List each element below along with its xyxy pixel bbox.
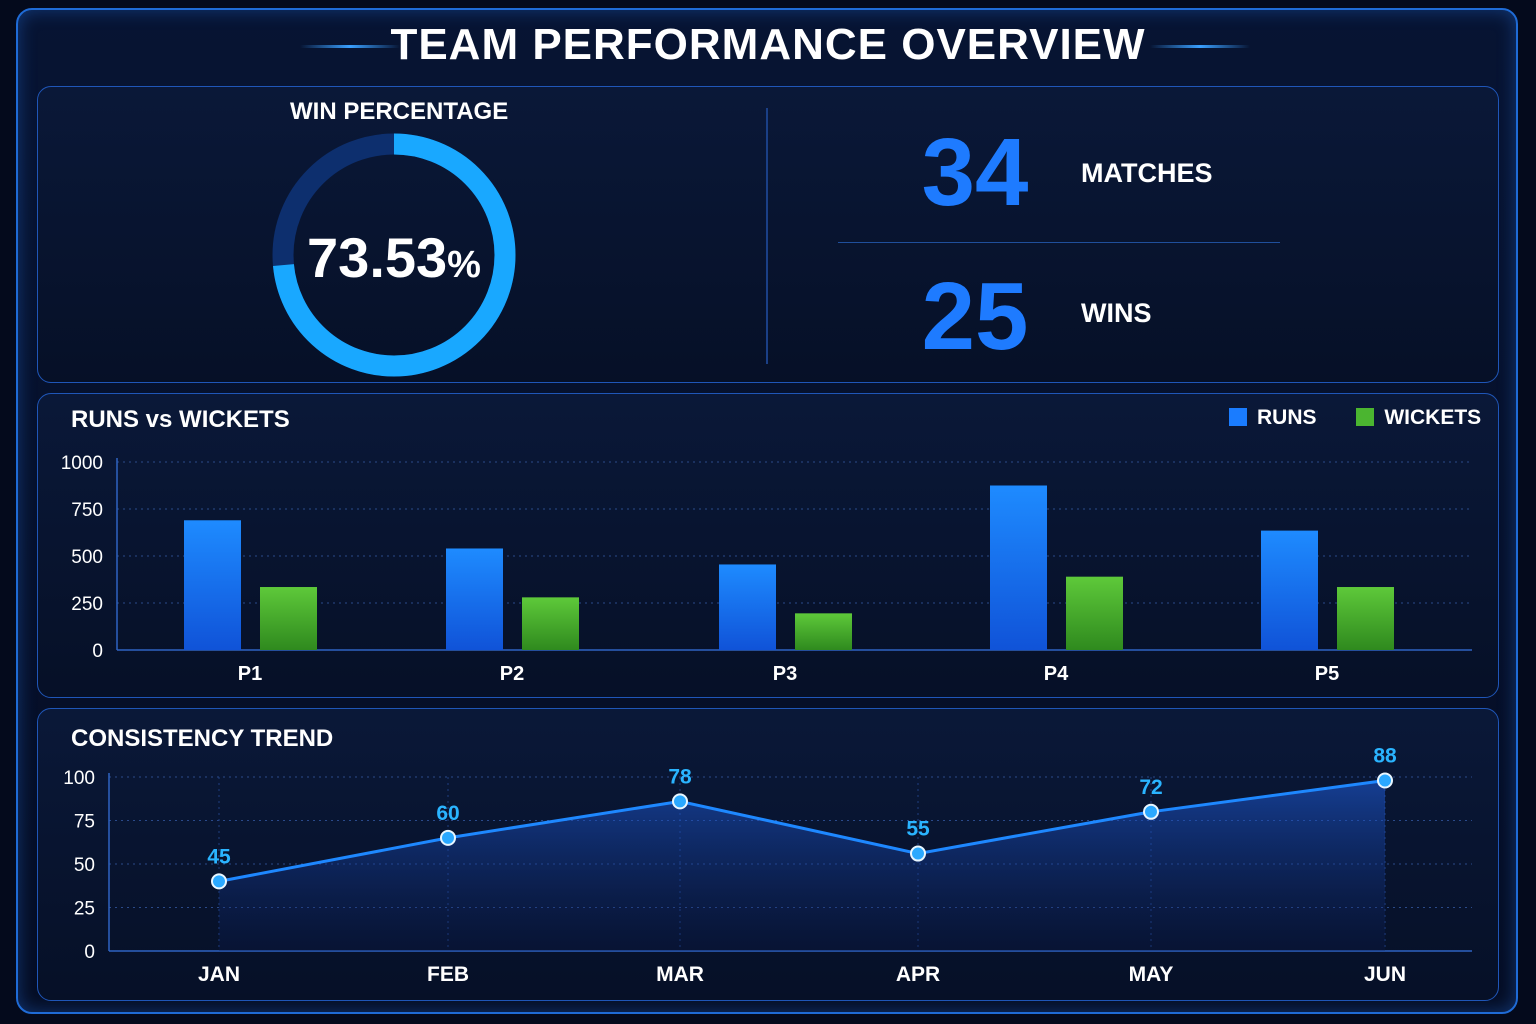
line-data-label: 55 [906, 818, 930, 841]
line-point-feb [440, 829, 456, 846]
line-data-label: 72 [1139, 776, 1162, 799]
win-percentage-title: WIN PERCENTAGE [290, 98, 509, 125]
summary-divider-horizontal [838, 242, 1280, 243]
bar-x-tick-label: P5 [1315, 663, 1339, 685]
line-y-tick-label: 0 [84, 942, 95, 963]
legend-swatch-runs [1229, 408, 1247, 426]
wins-label: WINS [1081, 298, 1152, 328]
line-data-label: 60 [436, 802, 459, 825]
line-x-tick-label: APR [896, 963, 940, 986]
matches-value: 34 [921, 119, 1029, 226]
title-decoration-left [300, 45, 400, 48]
summary-divider-vertical [766, 108, 768, 364]
win-percentage-number: 73.53 [307, 226, 448, 289]
title-decoration-right [1150, 45, 1250, 48]
legend-item-wickets: WICKETS [1356, 406, 1481, 430]
line-x-tick-label: MAR [656, 963, 704, 986]
bar-runs-p2 [446, 548, 503, 650]
line-x-tick-label: FEB [427, 963, 469, 986]
bar-y-tick-label: 1000 [61, 453, 103, 474]
line-data-label: 45 [207, 845, 231, 868]
line-area [219, 780, 1385, 951]
win-percentage-value: 73.53% [273, 225, 515, 290]
line-point-apr [910, 845, 926, 862]
bar-wickets-p1 [260, 587, 317, 650]
bar-wickets-p3 [795, 613, 852, 650]
percent-sign: % [447, 244, 481, 286]
bar-runs-p1 [184, 520, 241, 650]
bar-x-tick-label: P3 [773, 663, 797, 685]
line-point-jan [211, 873, 227, 890]
page-title: TEAM PERFORMANCE OVERVIEW [390, 20, 1146, 69]
line-chart-title: CONSISTENCY TREND [71, 725, 334, 752]
bar-x-tick-label: P4 [1044, 663, 1069, 685]
line-y-tick-label: 25 [74, 899, 95, 920]
bar-y-tick-label: 500 [71, 547, 103, 568]
line-data-label: 78 [668, 765, 692, 788]
bar-chart-legend: RUNS WICKETS [1229, 406, 1481, 430]
bar-y-tick-label: 0 [92, 641, 103, 662]
line-y-tick-label: 100 [63, 768, 95, 789]
bar-y-tick-label: 750 [71, 500, 103, 521]
bar-chart-title: RUNS vs WICKETS [71, 406, 290, 433]
matches-label: MATCHES [1081, 158, 1213, 188]
legend-label-wickets: WICKETS [1384, 406, 1482, 429]
line-y-tick-label: 75 [74, 812, 95, 833]
legend-item-runs: RUNS [1229, 406, 1317, 430]
bar-wickets-p5 [1337, 587, 1394, 650]
bar-wickets-p2 [522, 597, 579, 650]
line-point-may [1143, 803, 1159, 820]
line-point-mar [672, 793, 688, 810]
line-x-tick-label: MAY [1129, 963, 1174, 986]
bar-runs-p5 [1261, 530, 1318, 650]
line-y-tick-label: 50 [74, 855, 95, 876]
donut-arc [272, 133, 516, 377]
legend-label-runs: RUNS [1257, 406, 1317, 429]
line-data-label: 88 [1373, 744, 1397, 767]
bar-x-tick-label: P2 [500, 663, 524, 685]
legend-swatch-wickets [1356, 408, 1375, 426]
line-point-jun [1377, 772, 1393, 789]
bar-wickets-p4 [1066, 576, 1123, 650]
bar-runs-p3 [719, 564, 776, 650]
line-x-tick-label: JUN [1364, 963, 1406, 986]
bar-runs-p4 [990, 485, 1047, 650]
line-series [218, 778, 1386, 883]
bar-y-tick-label: 250 [71, 594, 103, 615]
bar-x-tick-label: P1 [238, 663, 262, 685]
wins-value: 25 [921, 263, 1029, 370]
line-x-tick-label: JAN [198, 963, 240, 986]
